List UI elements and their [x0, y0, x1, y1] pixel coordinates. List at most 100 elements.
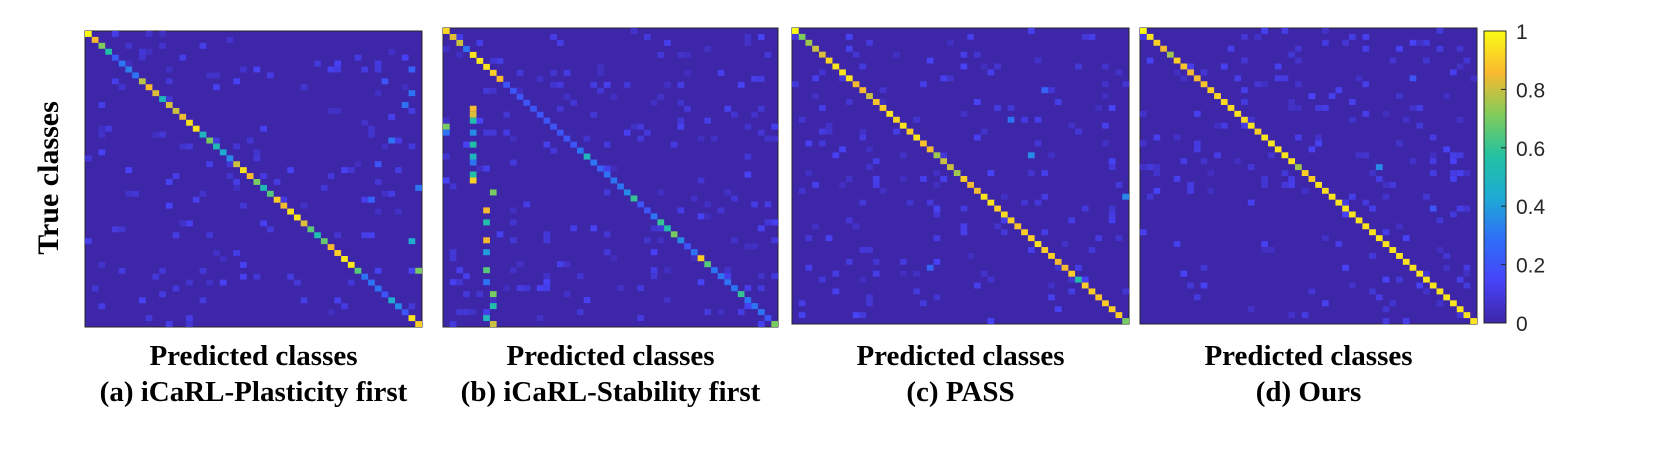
heatmap-cell — [456, 51, 464, 58]
heatmap-cell-diagonal — [165, 102, 173, 108]
heatmap-cell-diagonal — [1301, 170, 1309, 176]
heatmap-cell — [1308, 288, 1316, 295]
x-axis-label: Predicted classes — [1204, 340, 1412, 372]
heatmap-cell-diagonal — [145, 84, 153, 91]
heatmap-cell — [704, 201, 711, 208]
heatmap-cell — [408, 267, 416, 274]
heatmap-cell — [1342, 199, 1349, 206]
heatmap-cell — [1301, 312, 1309, 319]
heatmap-cell-diagonal — [368, 279, 375, 286]
heatmap-cell — [449, 321, 457, 327]
heatmap-cell — [947, 39, 954, 46]
heatmap-cell-diagonal — [563, 135, 571, 142]
heatmap-cell — [165, 78, 173, 85]
heatmap-cell — [1362, 152, 1370, 159]
heatmap-cell — [859, 128, 867, 135]
heatmap-cell — [1247, 164, 1255, 171]
heatmap-cell-diagonal — [401, 309, 409, 316]
heatmap-cell — [1261, 28, 1269, 34]
heatmap-cell-diagonal — [1061, 264, 1069, 271]
heatmap-cell-diagonal — [1470, 318, 1477, 324]
heatmap-cell — [1436, 300, 1444, 307]
heatmap-cell — [677, 117, 685, 124]
heatmap-cell — [1416, 122, 1424, 129]
heatmap-cell — [159, 131, 166, 138]
heatmap-cell — [443, 153, 450, 160]
heatmap-cell — [1456, 152, 1464, 159]
heatmap-cell-diagonal — [657, 219, 665, 226]
heatmap-cell — [1436, 28, 1444, 34]
heatmap-cell-diagonal — [293, 214, 301, 221]
heatmap-cell — [980, 128, 988, 135]
heatmap-cell — [1193, 140, 1201, 147]
heatmap-cell — [1315, 104, 1322, 111]
heatmap-cell — [757, 105, 765, 112]
heatmap-cell-diagonal — [899, 122, 907, 129]
heatmap-cell — [812, 93, 819, 100]
heatmap-cell — [510, 267, 517, 274]
heatmap-cell — [812, 223, 819, 230]
heatmap-cell — [556, 81, 564, 88]
heatmap-cell — [266, 226, 274, 233]
heatmap-cell — [1048, 152, 1055, 159]
heatmap-cell-diagonal — [1088, 288, 1096, 295]
heatmap-cell — [334, 297, 342, 304]
heatmap-cell — [798, 312, 806, 319]
heatmap-cell-diagonal — [798, 33, 806, 40]
heatmap-cell — [1095, 235, 1103, 242]
heatmap-cell — [165, 66, 173, 73]
heatmap-cell — [1054, 264, 1062, 271]
heatmap-cell — [1288, 181, 1296, 188]
heatmap-cell — [1115, 69, 1123, 76]
heatmap-cell — [483, 87, 490, 94]
heatmap-cell-diagonal — [111, 54, 119, 61]
heatmap-cell — [839, 146, 846, 153]
heatmap-cell — [503, 285, 510, 292]
heatmap-cell — [731, 111, 738, 118]
heatmap-cell-diagonal — [1247, 122, 1255, 129]
heatmap-cell — [1207, 170, 1215, 176]
heatmap-cell — [1220, 122, 1228, 129]
heatmap-cell-diagonal — [233, 161, 241, 168]
heatmap-cell — [684, 105, 691, 112]
heatmap-cell — [381, 190, 389, 197]
heatmap-cell-diagonal — [1254, 128, 1262, 135]
heatmap-cell — [913, 116, 921, 123]
heatmap-cell — [125, 60, 133, 67]
heatmap-cell — [1200, 158, 1208, 165]
heatmap-cell — [987, 170, 995, 176]
heatmap-cell-diagonal — [764, 315, 772, 322]
heatmap-cell — [1295, 81, 1302, 88]
heatmap-cell — [543, 231, 551, 238]
heatmap-cell — [219, 279, 227, 286]
heatmap-cell-diagonal — [1007, 217, 1015, 224]
heatmap-cell — [724, 189, 732, 196]
heatmap-cell — [159, 31, 166, 37]
heatmap-cell — [1027, 247, 1035, 253]
heatmap-cell — [1281, 181, 1289, 188]
heatmap-cell-diagonal — [1375, 235, 1383, 242]
heatmap-cell-diagonal — [704, 261, 711, 268]
heatmap-cell — [818, 104, 826, 111]
heatmap-cell-diagonal — [1342, 205, 1349, 212]
heatmap-cell — [570, 225, 577, 232]
heatmap-cell — [967, 252, 974, 259]
heatmap-cell — [388, 113, 396, 120]
heatmap-cell — [1000, 217, 1008, 224]
heatmap-cell — [213, 84, 220, 91]
heatmap-cell — [798, 187, 806, 194]
heatmap-cell — [1382, 110, 1390, 117]
heatmap-cell — [260, 220, 267, 227]
heatmap-cell-diagonal — [1041, 247, 1049, 253]
heatmap-cell — [1456, 170, 1464, 176]
heatmap-cell — [138, 48, 146, 55]
heatmap-cell — [152, 131, 160, 138]
heatmap-cell — [1463, 57, 1471, 64]
heatmap-cell — [1342, 39, 1349, 46]
heatmap-cell — [1416, 39, 1424, 46]
heatmap-cell — [644, 129, 651, 136]
heatmap-cell-diagonal — [1348, 211, 1356, 218]
heatmap-cell — [866, 247, 873, 253]
heatmap-cell — [764, 219, 772, 226]
heatmap-cell — [145, 315, 153, 322]
